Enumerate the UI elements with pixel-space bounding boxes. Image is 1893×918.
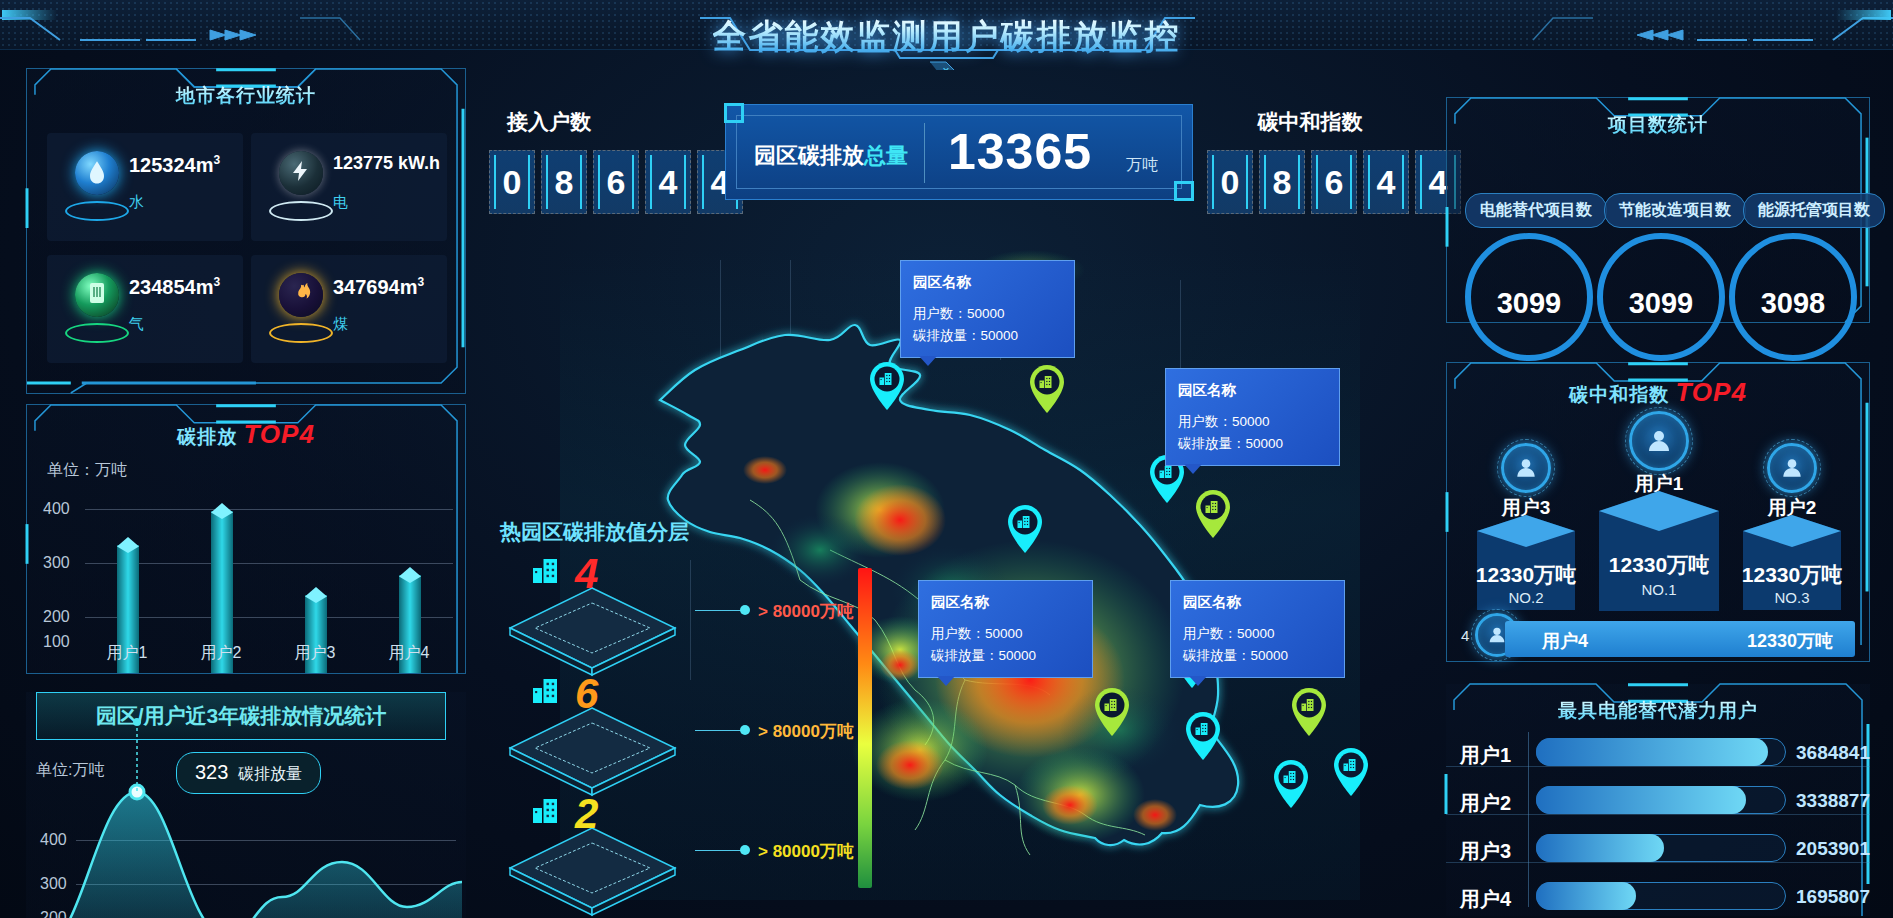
svg-text:⌄: ⌄ [941, 59, 952, 70]
